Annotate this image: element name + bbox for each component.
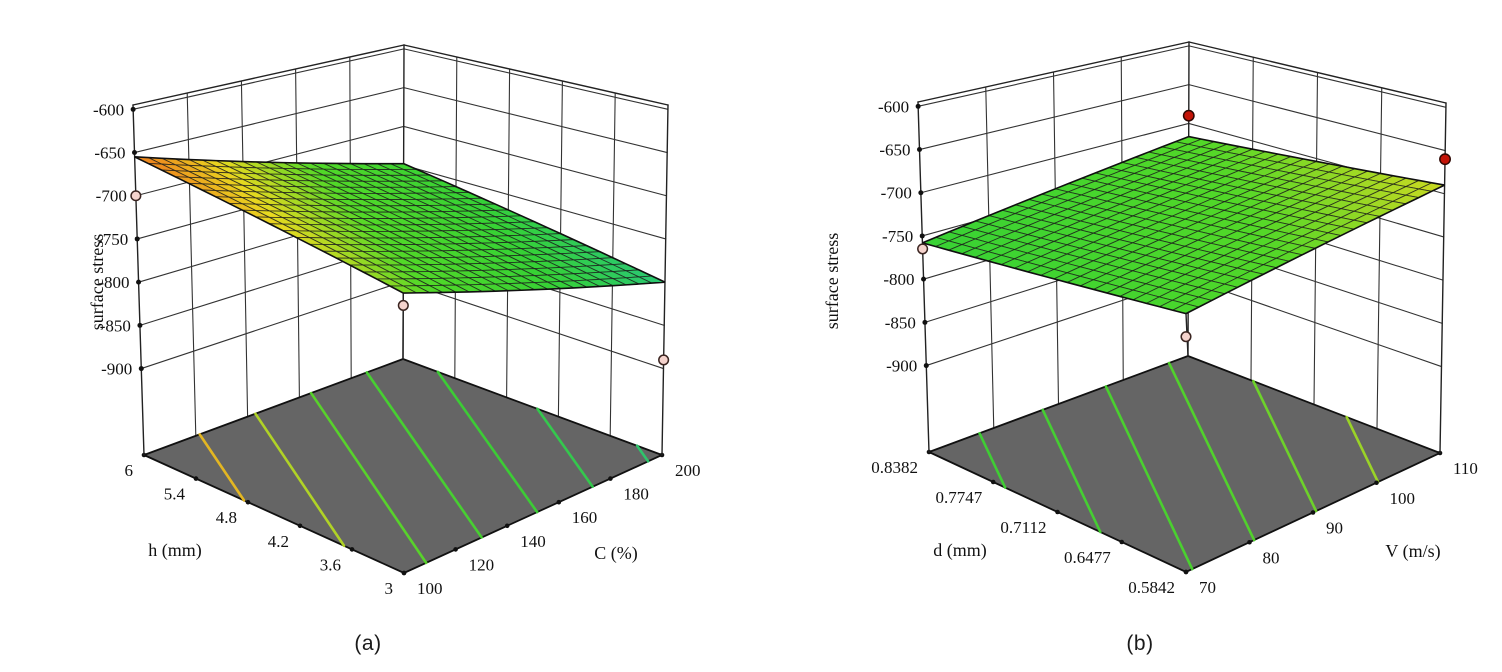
- y-tick-label: 80: [1263, 548, 1280, 567]
- x-axis-title: d (mm): [933, 540, 987, 561]
- design-point-below: [397, 299, 409, 311]
- design-point-below: [658, 354, 670, 366]
- z-tick-mark: [137, 322, 143, 328]
- z-tick-mark: [138, 366, 144, 372]
- design-point-above: [1439, 153, 1451, 166]
- z-tick-mark: [921, 276, 927, 282]
- x-tick-label: 0.7112: [1000, 518, 1046, 537]
- floor-plane: [926, 355, 1443, 575]
- z-tick-label: -800: [883, 270, 914, 289]
- z-axis: -600 -650 -700 -750 -800 -850 -900: [93, 100, 144, 379]
- design-points: [130, 190, 670, 366]
- z-axis: -600 -650 -700 -750 -800 -850 -900: [878, 97, 929, 376]
- z-tick-label: -650: [94, 144, 125, 163]
- z-tick-mark: [915, 103, 921, 109]
- z-tick-mark: [923, 363, 929, 369]
- z-tick-label: -900: [101, 360, 132, 379]
- z-tick-label: -800: [98, 273, 129, 292]
- floor-plane: [141, 358, 665, 576]
- caption-plot-a: (a): [354, 632, 382, 655]
- y-tick-label: 140: [520, 532, 546, 551]
- x-tick-label: 6: [125, 461, 134, 480]
- y-tick-label: 180: [623, 485, 649, 504]
- z-tick-mark: [134, 236, 140, 242]
- z-axis-title: surface stress: [87, 234, 107, 330]
- z-tick-label: -750: [882, 227, 913, 246]
- y-tick-label: 120: [469, 555, 495, 574]
- surface-plot-a: -600 -650 -700 -750 -800 -850 -900 6 5.4 4.8 4.2 3.…: [87, 44, 701, 598]
- z-tick-mark: [131, 150, 137, 156]
- x-tick-label: 0.7747: [936, 488, 983, 507]
- y-tick-label: 100: [1390, 489, 1416, 508]
- z-tick-mark: [919, 233, 925, 239]
- axis-labels: 0.8382 0.7747 0.7112 0.6477 0.5842 70 80 90 100 1…: [822, 233, 1478, 597]
- z-tick-label: -600: [93, 100, 124, 119]
- design-point-below: [917, 243, 929, 255]
- y-axis-title: V (m/s): [1385, 541, 1440, 562]
- y-tick-label: 100: [417, 579, 443, 598]
- z-tick-label: -900: [886, 357, 917, 376]
- x-tick-label: 4.8: [216, 508, 237, 527]
- axis-labels: 6 5.4 4.8 4.2 3.6 3 100 120 140 160 180 200 h (mm) C …: [87, 234, 701, 598]
- x-tick-label: 3.6: [320, 555, 341, 574]
- z-tick-label: -650: [879, 141, 910, 160]
- design-point-below: [1180, 331, 1192, 343]
- x-tick-label: 0.5842: [1128, 578, 1175, 597]
- y-tick-label: 200: [675, 461, 701, 480]
- surface-outline: [922, 135, 1445, 315]
- z-tick-mark: [918, 190, 924, 196]
- z-tick-mark: [130, 106, 136, 112]
- x-tick-label: 0.8382: [871, 458, 918, 477]
- z-tick-label: -700: [881, 184, 912, 203]
- x-tick-label: 5.4: [164, 485, 186, 504]
- z-tick-mark: [136, 279, 142, 285]
- x-tick-label: 0.6477: [1064, 548, 1111, 567]
- z-tick-label: -700: [96, 187, 127, 206]
- design-points: [917, 109, 1451, 343]
- design-point-above: [1182, 109, 1195, 122]
- surface-outline: [134, 156, 666, 294]
- z-tick-label: -850: [100, 316, 131, 335]
- x-axis-title: h (mm): [148, 540, 202, 561]
- caption-plot-b: (b): [1126, 632, 1154, 655]
- surface-plot-b: -600 -650 -700 -750 -800 -850 -900 0.8382 0.7747…: [822, 41, 1478, 597]
- z-tick-mark: [916, 147, 922, 153]
- y-tick-label: 90: [1326, 519, 1343, 538]
- y-tick-label: 110: [1453, 459, 1478, 478]
- y-axis-title: C (%): [594, 543, 638, 564]
- y-tick-label: 160: [572, 508, 598, 527]
- z-tick-label: -750: [97, 230, 128, 249]
- design-point-below: [130, 190, 142, 202]
- z-tick-label: -600: [878, 97, 909, 116]
- surface-mesh: [134, 156, 666, 294]
- z-tick-mark: [922, 319, 928, 325]
- x-tick-label: 4.2: [268, 532, 289, 551]
- x-tick-label: 3: [385, 579, 394, 598]
- y-tick-label: 70: [1199, 578, 1216, 597]
- z-tick-label: -850: [885, 313, 916, 332]
- surface-mesh: [921, 135, 1446, 315]
- z-axis-title: surface stress: [822, 233, 842, 329]
